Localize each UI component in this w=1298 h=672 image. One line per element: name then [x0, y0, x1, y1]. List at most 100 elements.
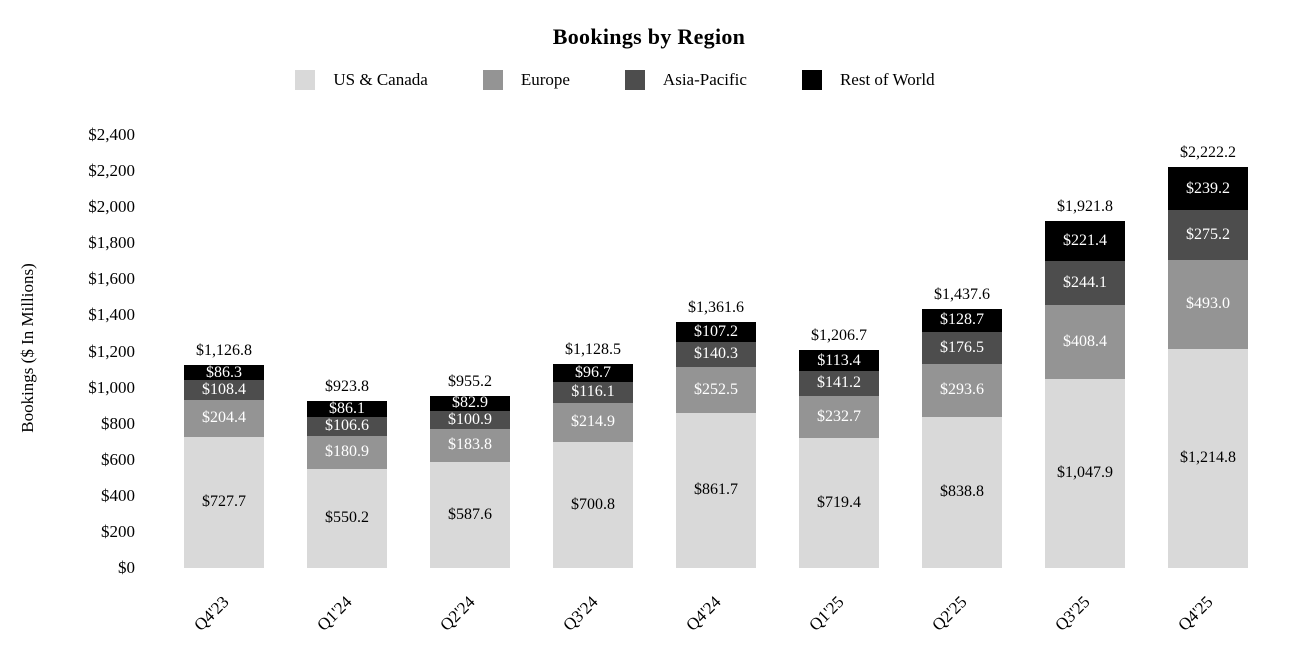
- y-axis-tick-label: $200: [101, 521, 135, 541]
- segment-value-label: $550.2: [325, 509, 369, 527]
- segment-value-label: $100.9: [448, 410, 492, 428]
- y-axis-tick-label: $2,200: [88, 161, 135, 181]
- bar-segment-rest-of-world-q3-25: $221.4: [1045, 221, 1125, 262]
- segment-value-label: $128.7: [940, 311, 984, 329]
- bar-segment-europe-q1-25: $232.7: [799, 396, 879, 439]
- bar-q1-25: $113.4 $141.2 $232.7 $719.4: [799, 350, 879, 568]
- y-axis-tick-label: $1,200: [88, 341, 135, 361]
- bar-segment-us-canada-q2-25: $838.8: [922, 416, 1002, 568]
- segment-value-label: $176.5: [940, 338, 984, 356]
- bar-segment-rest-of-world-q2-24: $82.9: [430, 394, 510, 412]
- segment-value-label: $244.1: [1063, 274, 1107, 292]
- bar-total-label-q4-25: $2,222.2: [1180, 144, 1236, 162]
- bar-segment-rest-of-world-q1-24: $86.1: [307, 401, 387, 417]
- bar-segment-asia-pacific-q4-24: $140.3: [676, 341, 756, 367]
- bar-segment-asia-pacific-q2-25: $176.5: [922, 331, 1002, 364]
- legend-label-europe: Europe: [520, 70, 570, 89]
- y-axis-tick-label: $800: [101, 413, 135, 433]
- bar-total-label-q3-25: $1,921.8: [1057, 198, 1113, 216]
- segment-value-label: $293.6: [940, 381, 984, 399]
- y-axis-tick-label: $0: [118, 558, 135, 577]
- segment-value-label: $204.4: [202, 409, 246, 427]
- legend-swatch-rest-of-world: [801, 70, 822, 90]
- bar-segment-us-canada-q3-24: $700.8: [553, 441, 633, 568]
- bar-segment-rest-of-world-q2-25: $128.7: [922, 308, 1002, 332]
- bar-total-label-q4-24: $1,361.6: [688, 299, 744, 317]
- bar-q4-25: $239.2 $275.2 $493.0 $1,214.8: [1168, 167, 1248, 568]
- bar-segment-europe-q4-23: $204.4: [184, 399, 264, 437]
- bar-q2-25: $128.7 $176.5 $293.6 $838.8: [922, 308, 1002, 568]
- bar-q4-23: $86.3 $108.4 $204.4 $727.7: [184, 363, 264, 568]
- y-axis-tick-label: $1,400: [88, 305, 135, 325]
- y-axis-tick-label: $2,400: [88, 125, 135, 144]
- segment-value-label: $107.2: [694, 322, 738, 340]
- bar-segment-us-canada-q1-25: $719.4: [799, 438, 879, 568]
- bar-total-label-q2-24: $955.2: [448, 372, 492, 390]
- bar-segment-europe-q3-24: $214.9: [553, 402, 633, 442]
- x-axis-label-q2-24: Q2'24: [436, 592, 479, 635]
- legend-item-asia-pacific: Asia-Pacific: [624, 70, 747, 90]
- bar-segment-asia-pacific-q2-24: $100.9: [430, 410, 510, 429]
- legend-item-europe: Europe: [482, 70, 570, 90]
- bar-q4-24: $107.2 $140.3 $252.5 $861.7: [676, 322, 756, 568]
- bar-segment-asia-pacific-q1-25: $141.2: [799, 370, 879, 397]
- segment-value-label: $239.2: [1186, 179, 1230, 197]
- y-axis-tick-label: $2,000: [88, 197, 135, 217]
- x-axis-label-q4-24: Q4'24: [682, 592, 725, 635]
- bar-segment-europe-q2-24: $183.8: [430, 428, 510, 462]
- segment-value-label: $113.4: [817, 351, 861, 369]
- x-axis-label-q3-25: Q3'25: [1051, 592, 1094, 635]
- segment-value-label: $408.4: [1063, 333, 1107, 351]
- bar-segment-europe-q3-25: $408.4: [1045, 305, 1125, 379]
- y-axis-tick-label: $400: [101, 485, 135, 505]
- bar-segment-europe-q4-25: $493.0: [1168, 259, 1248, 349]
- segment-value-label: $232.7: [817, 408, 861, 426]
- bar-q3-25: $221.4 $244.1 $408.4 $1,047.9: [1045, 221, 1125, 568]
- bar-segment-rest-of-world-q4-25: $239.2: [1168, 167, 1248, 211]
- bar-q3-24: $96.7 $116.1 $214.9 $700.8: [553, 364, 633, 568]
- y-axis-tick-label: $600: [101, 449, 135, 469]
- x-axis-label-q4-23: Q4'23: [190, 592, 233, 635]
- chart-title: Bookings by Region: [552, 24, 746, 49]
- segment-value-label: $140.3: [694, 345, 738, 363]
- segment-value-label: $180.9: [325, 443, 369, 461]
- segment-value-label: $108.4: [202, 381, 246, 399]
- segment-value-label: $82.9: [452, 394, 488, 412]
- legend-item-us-canada: US & Canada: [295, 70, 428, 90]
- bar-segment-us-canada-q1-24: $550.2: [307, 468, 387, 568]
- legend-swatch-asia-pacific: [624, 70, 645, 90]
- legend-label-asia-pacific: Asia-Pacific: [662, 70, 747, 89]
- y-axis-tick-label: $1,800: [88, 233, 135, 253]
- legend-label-us-canada: US & Canada: [333, 70, 428, 89]
- x-axis-label-q4-25: Q4'25: [1174, 592, 1217, 635]
- bar-segment-asia-pacific-q1-24: $106.6: [307, 416, 387, 437]
- y-axis-tick-label: $1,600: [88, 269, 135, 289]
- bar-segment-asia-pacific-q3-25: $244.1: [1045, 261, 1125, 306]
- segment-value-label: $86.3: [206, 363, 242, 381]
- x-axis-label-q1-25: Q1'25: [805, 592, 848, 635]
- bar-segment-asia-pacific-q4-23: $108.4: [184, 380, 264, 400]
- x-axis-label-q2-25: Q2'25: [928, 592, 971, 635]
- segment-value-label: $141.2: [817, 374, 861, 392]
- bar-total-label-q2-25: $1,437.6: [934, 285, 990, 303]
- bar-segment-us-canada-q4-23: $727.7: [184, 436, 264, 568]
- bar-segment-asia-pacific-q4-25: $275.2: [1168, 210, 1248, 260]
- x-axis-label-q1-24: Q1'24: [313, 592, 356, 635]
- segment-value-label: $1,214.8: [1180, 449, 1236, 467]
- segment-value-label: $700.8: [571, 495, 615, 513]
- segment-value-label: $493.0: [1186, 295, 1230, 313]
- segment-value-label: $183.8: [448, 436, 492, 454]
- bar-segment-us-canada-q2-24: $587.6: [430, 461, 510, 568]
- segment-value-label: $221.4: [1063, 232, 1107, 250]
- bar-total-label-q4-23: $1,126.8: [196, 341, 252, 359]
- segment-value-label: $214.9: [571, 413, 615, 431]
- bar-segment-asia-pacific-q3-24: $116.1: [553, 381, 633, 403]
- x-axis-label-q3-24: Q3'24: [559, 592, 602, 635]
- bar-segment-us-canada-q3-25: $1,047.9: [1045, 378, 1125, 568]
- bar-segment-rest-of-world-q3-24: $96.7: [553, 364, 633, 382]
- segment-value-label: $861.7: [694, 481, 738, 499]
- segment-value-label: $252.5: [694, 380, 738, 398]
- bar-segment-europe-q1-24: $180.9: [307, 436, 387, 469]
